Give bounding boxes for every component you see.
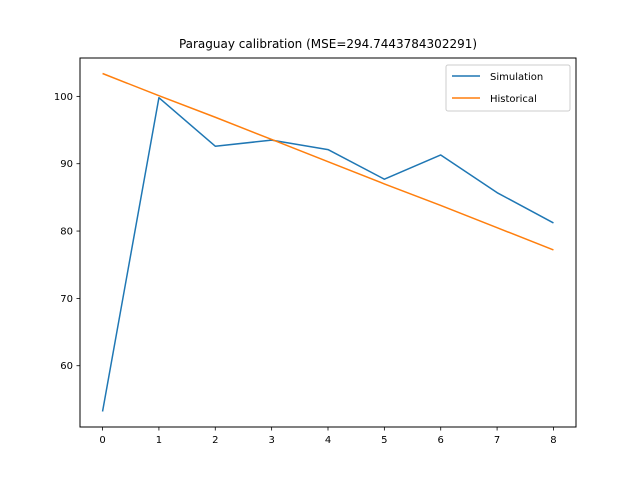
x-tick-label: 2 [212, 435, 218, 446]
plot-area [80, 58, 576, 427]
y-tick-label: 60 [60, 361, 73, 372]
legend: Simulation Historical [445, 64, 571, 112]
y-tick-label: 70 [60, 294, 73, 305]
x-tick-label: 7 [494, 435, 500, 446]
y-tick-label: 90 [60, 159, 73, 170]
legend-label: Simulation [490, 72, 543, 83]
series-line-simulation [101, 96, 554, 412]
y-tick-label: 80 [60, 227, 73, 238]
x-tick-label: 4 [325, 435, 331, 446]
series-lines [101, 72, 554, 412]
x-tick-label: 5 [381, 435, 387, 446]
series-line-historical [102, 72, 554, 251]
y-tick-label: 100 [54, 92, 73, 103]
x-tick-label: 1 [156, 435, 162, 446]
x-tick-label: 3 [268, 435, 274, 446]
chart-title: Paraguay calibration (MSE=294.7443784302… [179, 37, 477, 51]
plot-frame [79, 57, 577, 428]
x-tick-label: 0 [99, 435, 105, 446]
x-tick-label: 6 [438, 435, 444, 446]
legend-label: Historical [490, 94, 537, 105]
axis-ticks: 0 1 2 3 4 5 6 7 8 60 70 80 90 100 [54, 92, 557, 446]
x-tick-label: 8 [550, 435, 556, 446]
